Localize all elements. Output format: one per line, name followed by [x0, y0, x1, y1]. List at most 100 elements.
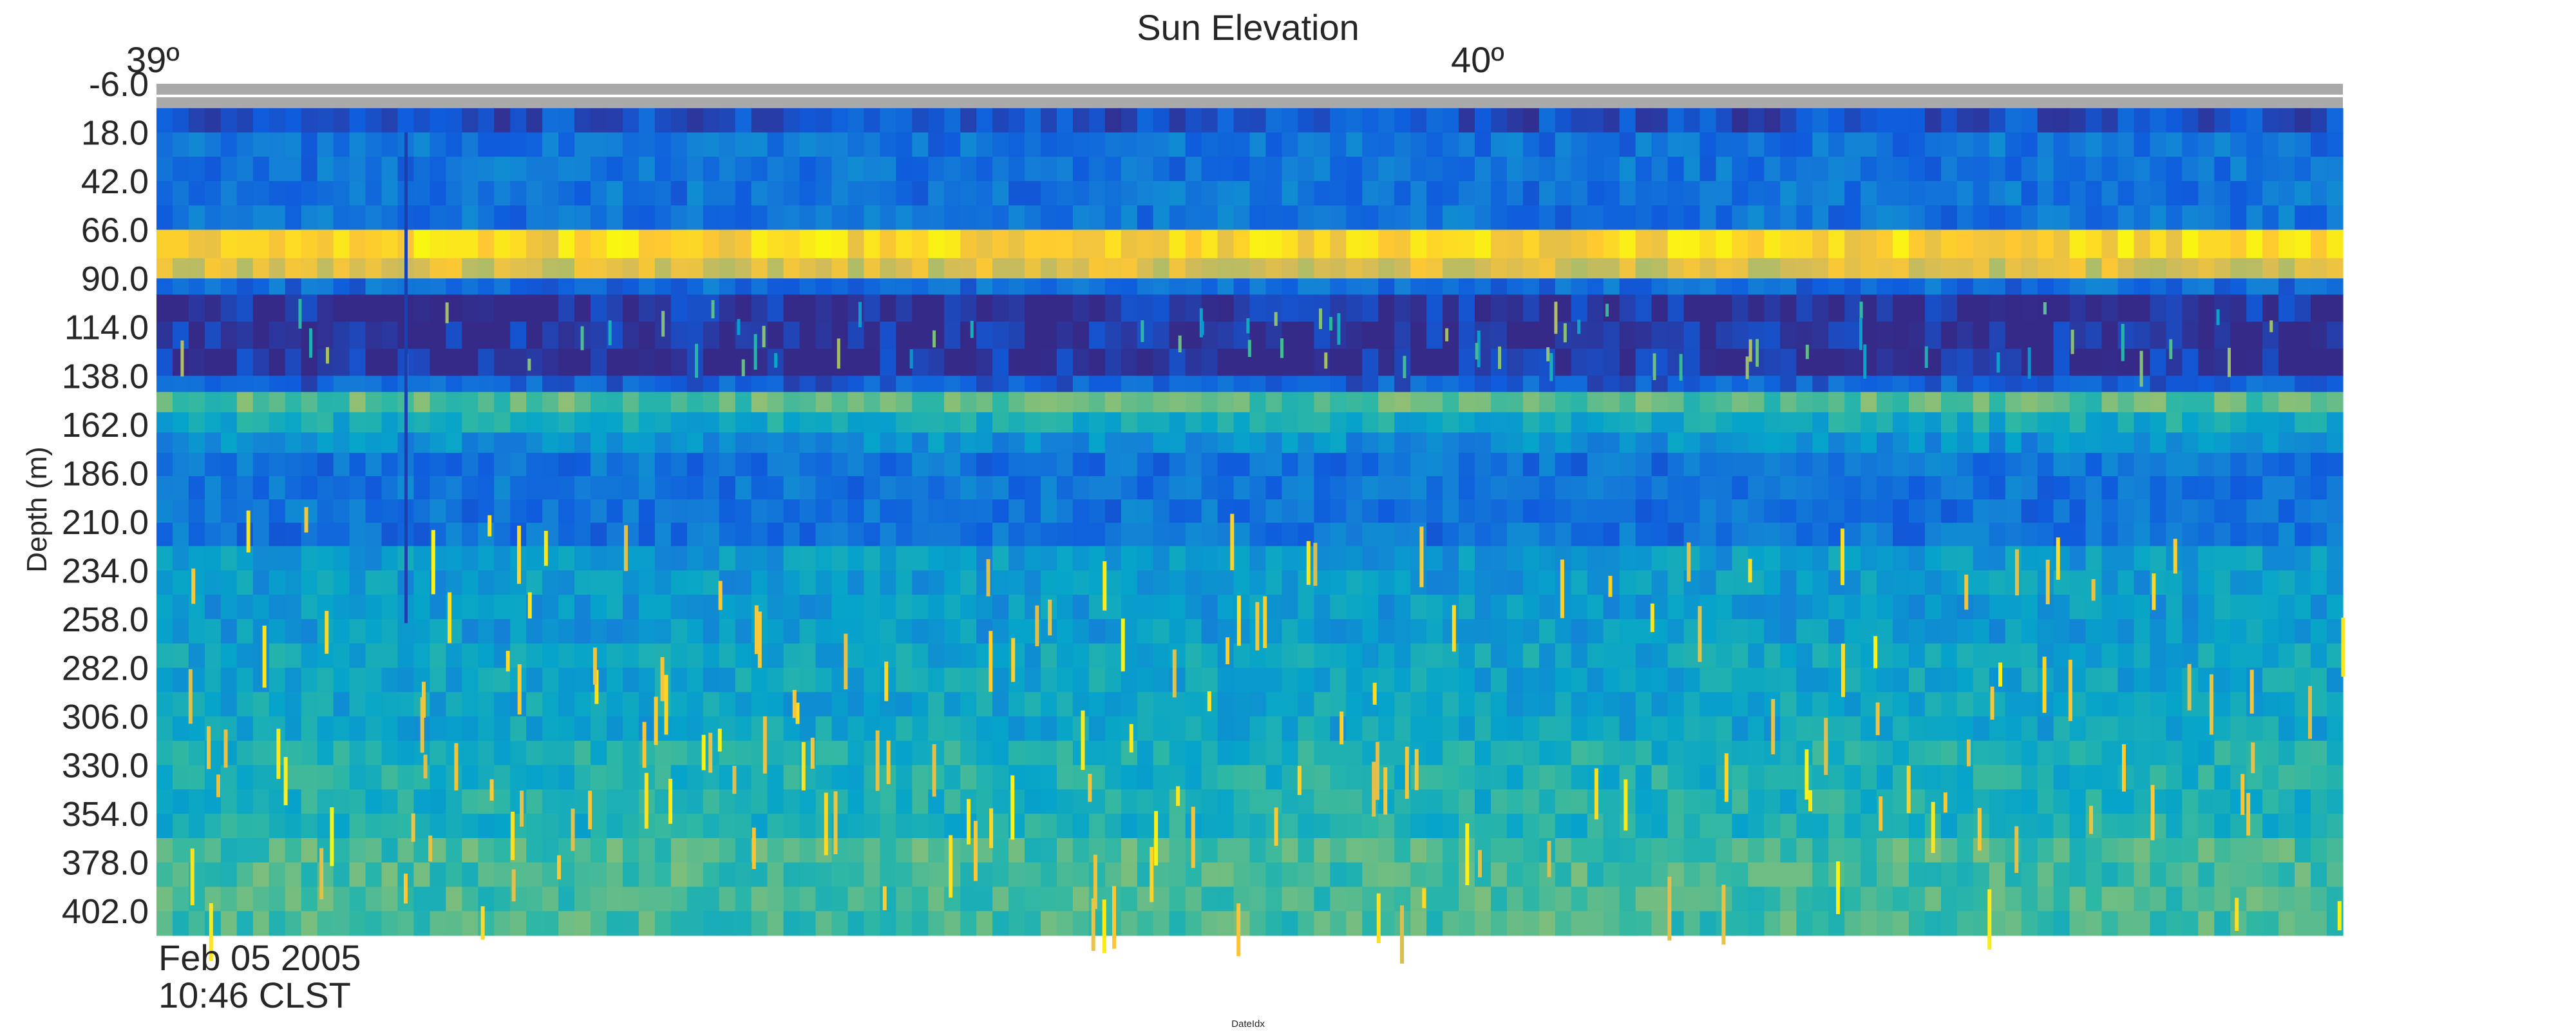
- heatmap-cell: [2053, 643, 2070, 669]
- heatmap-cell: [1474, 376, 1492, 393]
- heatmap-cell: [1700, 258, 1717, 279]
- heatmap-cell: [1378, 205, 1395, 231]
- heatmap-cell: [1040, 789, 1057, 814]
- heatmap-cell: [1956, 392, 1974, 413]
- heatmap-cell: [767, 499, 784, 524]
- heatmap-cell: [542, 376, 559, 393]
- heatmap-cell: [1346, 838, 1363, 863]
- heatmap-cell: [703, 476, 720, 500]
- heatmap-cell: [1233, 181, 1251, 206]
- heatmap-cell: [2327, 789, 2344, 814]
- heatmap-cell: [2182, 595, 2199, 620]
- heatmap-cell: [944, 667, 961, 693]
- heatmap-cell: [558, 476, 575, 500]
- heatmap-cell: [1459, 667, 1475, 693]
- heatmap-cell: [1088, 570, 1106, 595]
- heatmap-cell: [880, 132, 896, 157]
- heatmap-cell: [848, 911, 864, 936]
- heatmap-cell: [1619, 911, 1636, 936]
- heatmap-cell: [2021, 432, 2038, 454]
- heatmap-cell: [365, 392, 383, 413]
- heatmap-cell: [1571, 258, 1588, 279]
- heatmap-streak: [1419, 526, 1424, 588]
- heatmap-cell: [944, 643, 961, 669]
- heatmap-cell: [944, 349, 961, 376]
- heatmap-cell: [269, 157, 286, 182]
- heatmap-cell: [2037, 229, 2054, 259]
- heatmap-cell: [1104, 522, 1122, 547]
- heatmap-cell: [1522, 765, 1540, 790]
- heatmap-cell: [1072, 886, 1090, 912]
- heatmap-cell: [848, 157, 864, 182]
- heatmap-cell: [1330, 838, 1347, 863]
- heatmap-cell: [976, 432, 993, 454]
- heatmap-cell: [1522, 570, 1540, 595]
- heatmap-cell: [1940, 886, 1958, 912]
- heatmap-cell: [638, 432, 656, 454]
- heatmap-cell: [2182, 392, 2199, 413]
- heatmap-cell: [1587, 740, 1604, 766]
- heatmap-cell: [654, 258, 672, 279]
- heatmap-cell: [976, 546, 993, 571]
- heatmap-cell: [1362, 181, 1379, 206]
- heatmap-cell: [1056, 765, 1074, 790]
- heatmap-cell: [1908, 716, 1926, 742]
- heatmap-cell: [687, 132, 704, 157]
- heatmap-cell: [1603, 452, 1620, 477]
- heatmap-cell: [2311, 432, 2327, 454]
- heatmap-cell: [2117, 181, 2135, 206]
- heatmap-cell: [976, 911, 993, 936]
- heatmap-cell: [1844, 452, 1861, 477]
- heatmap-cell: [2150, 838, 2167, 863]
- heatmap-cell: [2021, 258, 2038, 279]
- heatmap-cell: [1571, 157, 1588, 182]
- heatmap-cell: [301, 229, 318, 259]
- heatmap-cell: [783, 205, 800, 231]
- heatmap-cell: [1137, 294, 1154, 322]
- heatmap-cell: [542, 692, 559, 717]
- heatmap-cell: [767, 522, 784, 547]
- heatmap-cell: [2327, 157, 2344, 182]
- heatmap-cell: [1716, 595, 1732, 620]
- heatmap-cell: [1426, 229, 1443, 259]
- heatmap-cell: [1362, 452, 1379, 477]
- heatmap-cell: [799, 205, 817, 231]
- heatmap-cell: [188, 376, 205, 393]
- heatmap-cell: [317, 294, 334, 322]
- heatmap-cell: [365, 789, 383, 814]
- heatmap-cell: [815, 814, 833, 839]
- heatmap-cell: [1474, 692, 1492, 717]
- heatmap-streak: [411, 813, 415, 842]
- heatmap-cell: [1072, 376, 1090, 393]
- heatmap-cell: [1072, 132, 1090, 157]
- heatmap-cell: [558, 643, 575, 669]
- heatmap-cell: [1973, 294, 1990, 322]
- heatmap-cell: [976, 278, 993, 295]
- heatmap-cell: [220, 205, 238, 231]
- heatmap-cell: [1555, 765, 1572, 790]
- heatmap-cell: [1490, 570, 1508, 595]
- heatmap-cell: [2037, 522, 2054, 547]
- heatmap-cell: [478, 205, 495, 231]
- heatmap-cell: [928, 349, 945, 376]
- heatmap-cell: [1490, 765, 1508, 790]
- heatmap-cell: [542, 392, 559, 413]
- heatmap-cell: [1700, 412, 1717, 433]
- heatmap-cell: [558, 205, 575, 231]
- heatmap-cell: [1153, 476, 1170, 500]
- heatmap-cell: [1025, 392, 1041, 413]
- heatmap-cell: [1924, 643, 1942, 669]
- heatmap-cell: [1651, 789, 1669, 814]
- heatmap-cell: [591, 740, 607, 766]
- heatmap-cell: [880, 294, 896, 322]
- heatmap-cell: [1908, 838, 1926, 863]
- heatmap-cell: [912, 349, 929, 376]
- heatmap-cell: [1796, 546, 1813, 571]
- heatmap-cell: [670, 392, 688, 413]
- heatmap-cell: [1506, 132, 1524, 157]
- heatmap-cell: [1056, 392, 1074, 413]
- heatmap-cell: [1185, 108, 1202, 133]
- heatmap-cell: [783, 258, 800, 279]
- heatmap-cell: [1410, 570, 1427, 595]
- heatmap-cell: [591, 108, 607, 133]
